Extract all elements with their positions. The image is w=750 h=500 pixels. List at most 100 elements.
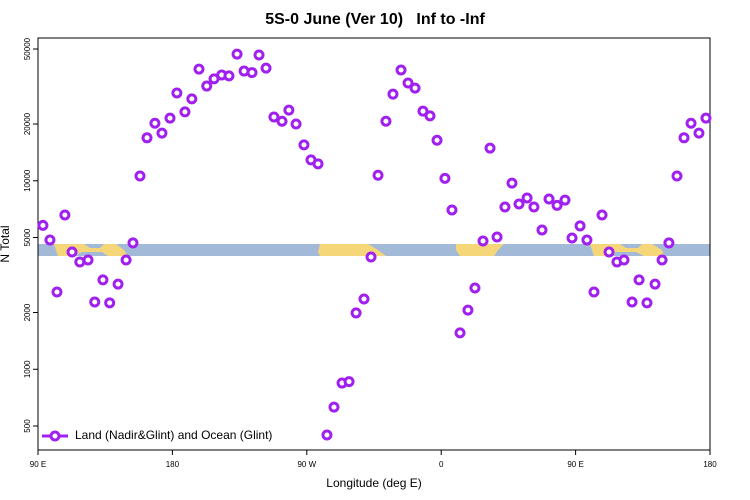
point xyxy=(641,297,653,309)
point xyxy=(350,307,362,319)
point xyxy=(521,192,533,204)
point xyxy=(127,237,139,249)
point xyxy=(462,304,474,316)
point xyxy=(312,158,324,170)
point xyxy=(89,296,101,308)
point xyxy=(649,278,661,290)
point xyxy=(387,88,399,100)
point xyxy=(246,67,258,79)
point xyxy=(536,224,548,236)
x-tick-label: 90 W xyxy=(297,460,316,469)
point xyxy=(201,80,213,92)
legend-label: Land (Nadir&Glint) and Ocean (Glint) xyxy=(75,428,272,442)
point xyxy=(693,127,705,139)
plot-frame xyxy=(37,37,711,451)
point xyxy=(164,112,176,124)
x-tick-label: 90 E xyxy=(567,460,583,469)
point xyxy=(469,282,481,294)
point xyxy=(395,64,407,76)
point xyxy=(581,234,593,246)
point xyxy=(253,49,265,61)
chart-title: 5S-0 June (Ver 10) Inf to -Inf xyxy=(265,11,485,28)
point xyxy=(588,286,600,298)
point xyxy=(321,429,333,441)
y-tick-label: 1000 xyxy=(23,360,32,378)
point xyxy=(171,87,183,99)
point xyxy=(193,63,205,75)
x-tick-label: 90 E xyxy=(30,460,46,469)
point xyxy=(499,201,511,213)
legend-marker xyxy=(49,430,61,442)
point xyxy=(700,112,712,124)
point xyxy=(134,170,146,182)
x-tick-label: 180 xyxy=(166,460,180,469)
point xyxy=(528,201,540,213)
x-tick-label: 0 xyxy=(439,460,444,469)
point xyxy=(51,286,63,298)
point xyxy=(358,293,370,305)
point xyxy=(417,105,429,117)
point xyxy=(82,254,94,266)
y-tick-label: 10000 xyxy=(23,169,32,192)
point xyxy=(685,117,697,129)
point xyxy=(290,118,302,130)
point xyxy=(276,115,288,127)
point xyxy=(283,104,295,116)
point xyxy=(37,219,49,231)
y-tick-label: 500 xyxy=(23,419,32,433)
point xyxy=(260,62,272,74)
y-tick-label: 50000 xyxy=(23,37,32,60)
point xyxy=(268,111,280,123)
land xyxy=(456,244,504,256)
point xyxy=(633,274,645,286)
y-tick-label: 20000 xyxy=(23,112,32,135)
point xyxy=(566,232,578,244)
y-tick-label: 5000 xyxy=(23,228,32,246)
point xyxy=(551,199,563,211)
point xyxy=(454,327,466,339)
point xyxy=(409,82,421,94)
point xyxy=(603,246,615,258)
y-tick-label: 2000 xyxy=(23,303,32,321)
point xyxy=(365,251,377,263)
point xyxy=(678,132,690,144)
point xyxy=(506,177,518,189)
point xyxy=(59,209,71,221)
point xyxy=(402,77,414,89)
point xyxy=(618,254,630,266)
point xyxy=(179,106,191,118)
y-axis-label: N Total xyxy=(0,225,12,262)
point xyxy=(141,132,153,144)
point xyxy=(380,115,392,127)
point xyxy=(484,142,496,154)
x-axis-label: Longitude (deg E) xyxy=(326,476,421,490)
point xyxy=(104,297,116,309)
point xyxy=(513,198,525,210)
point xyxy=(231,48,243,60)
point xyxy=(372,169,384,181)
point xyxy=(120,254,132,266)
point xyxy=(66,246,78,258)
point xyxy=(543,193,555,205)
point xyxy=(477,235,489,247)
point xyxy=(343,376,355,388)
point xyxy=(596,209,608,221)
point xyxy=(671,170,683,182)
point xyxy=(439,172,451,184)
point xyxy=(574,220,586,232)
point xyxy=(156,127,168,139)
point xyxy=(186,93,198,105)
point xyxy=(559,194,571,206)
point xyxy=(663,237,675,249)
point xyxy=(656,254,668,266)
point xyxy=(223,70,235,82)
x-tick-label: 180 xyxy=(703,460,717,469)
point xyxy=(97,274,109,286)
point xyxy=(298,139,310,151)
point xyxy=(328,401,340,413)
point xyxy=(44,234,56,246)
point xyxy=(626,296,638,308)
point xyxy=(446,204,458,216)
